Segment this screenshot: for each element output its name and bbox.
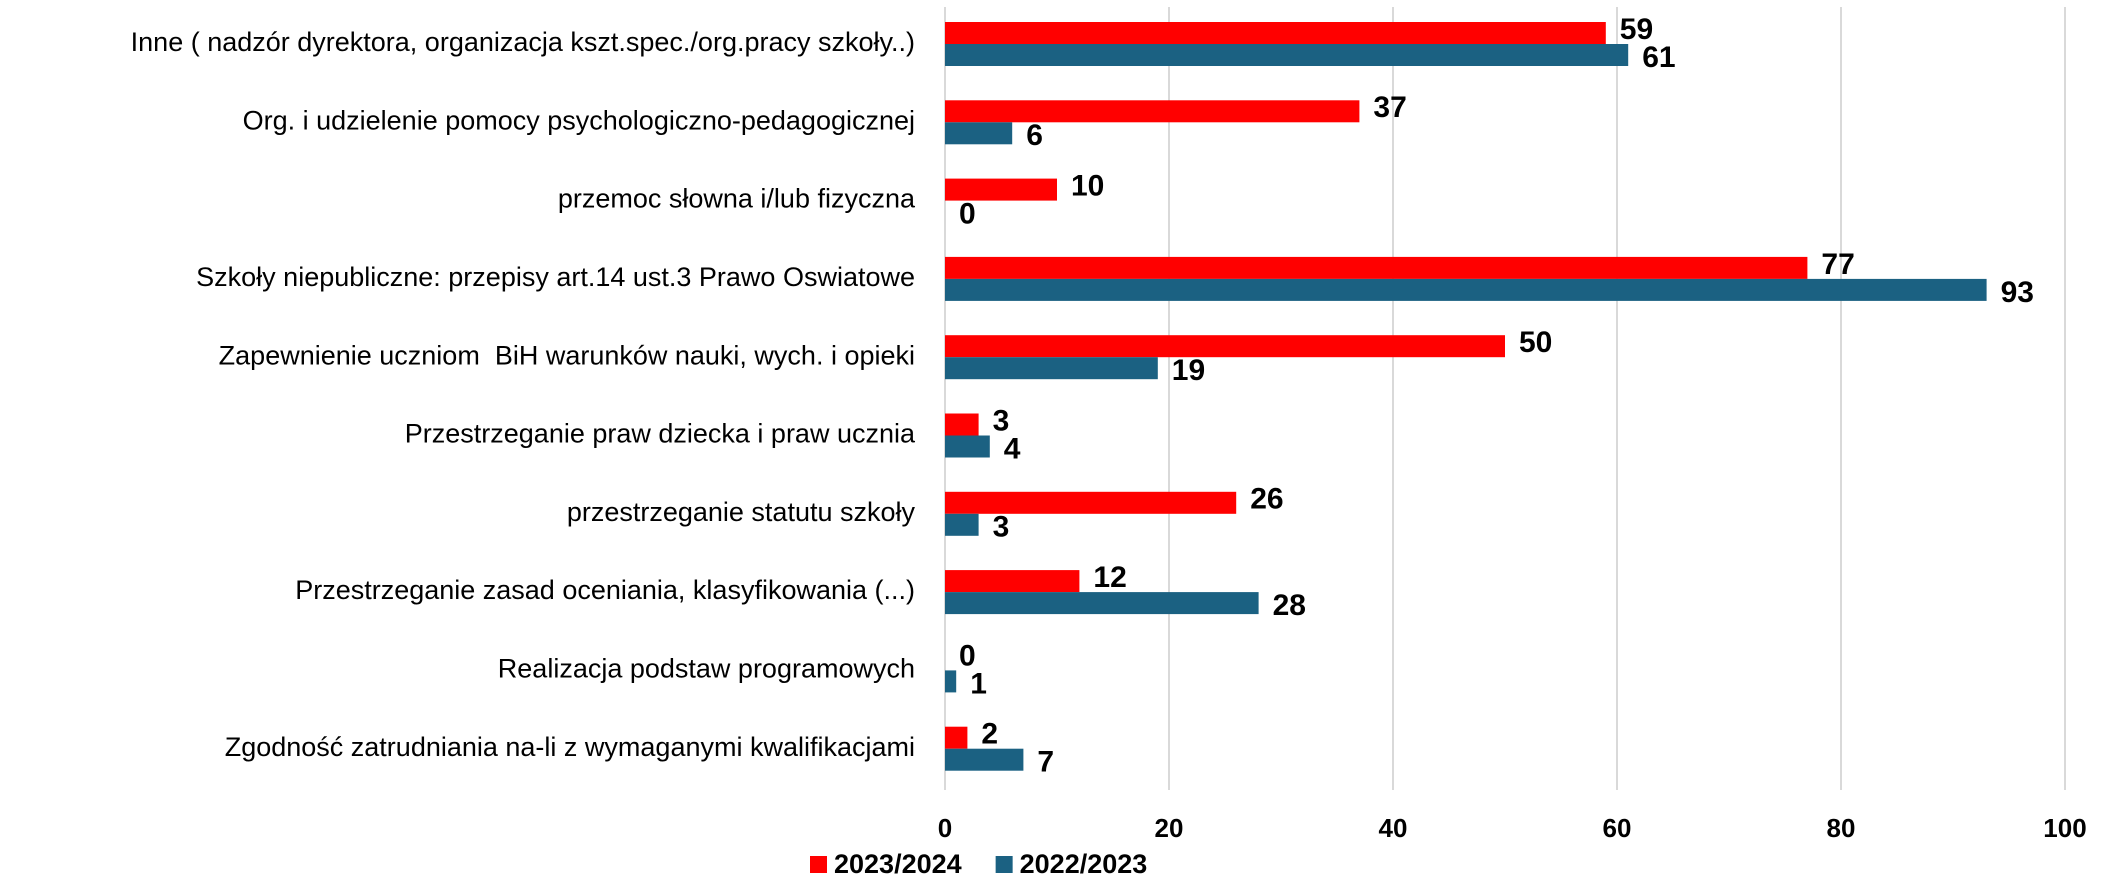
bar — [945, 748, 1024, 771]
data-label: 19 — [1172, 354, 1205, 387]
category-label: Zapewnienie uczniom BiH warunków nauki, … — [219, 340, 915, 370]
data-label: 77 — [1821, 248, 1854, 281]
data-label: 0 — [959, 198, 976, 231]
data-label: 28 — [1273, 589, 1306, 622]
data-label: 59 — [1620, 13, 1653, 46]
legend-label: 2023/2024 — [834, 849, 962, 878]
bar — [945, 357, 1158, 380]
category-label: przemoc słowna i/lub fizyczna — [558, 184, 916, 214]
category-label: Przestrzeganie zasad oceniania, klasyfik… — [295, 575, 915, 605]
data-label: 1 — [970, 667, 987, 700]
bar — [945, 592, 1259, 615]
bar — [945, 670, 957, 693]
bar — [945, 491, 1237, 514]
data-label: 6 — [1026, 119, 1043, 152]
x-tick-label: 60 — [1603, 813, 1632, 843]
data-label: 37 — [1373, 91, 1406, 124]
bar — [945, 570, 1080, 593]
bar — [945, 278, 1987, 301]
bar — [945, 100, 1360, 123]
data-label: 3 — [993, 404, 1010, 437]
x-tick-label: 100 — [2043, 813, 2086, 843]
legend-swatch — [995, 856, 1013, 873]
x-tick-label: 0 — [938, 813, 952, 843]
category-label: Szkoły niepubliczne: przepisy art.14 ust… — [196, 262, 915, 292]
bar — [945, 256, 1808, 279]
data-label: 10 — [1071, 170, 1104, 203]
legend-label: 2022/2023 — [1020, 849, 1148, 878]
data-label: 3 — [993, 511, 1010, 544]
bar — [945, 513, 979, 536]
x-tick-label: 20 — [1155, 813, 1184, 843]
category-label: Zgodność zatrudniania na-li z wymaganymi… — [225, 732, 915, 762]
category-label: przestrzeganie statutu szkoły — [567, 497, 916, 527]
bar — [945, 726, 968, 749]
bar — [945, 335, 1505, 358]
category-label: Inne ( nadzór dyrektora, organizacja ksz… — [131, 27, 915, 57]
category-label: Org. i udzielenie pomocy psychologiczno-… — [243, 105, 915, 135]
bar — [945, 44, 1629, 66]
data-label: 4 — [1004, 432, 1021, 465]
legend-swatch — [810, 856, 827, 873]
bar — [945, 413, 979, 436]
data-label: 7 — [1037, 746, 1054, 779]
data-label: 26 — [1250, 483, 1283, 516]
bar — [945, 178, 1057, 201]
bar — [945, 22, 1606, 44]
data-label: 93 — [2001, 276, 2034, 309]
category-label: Realizacja podstaw programowych — [498, 654, 915, 684]
x-tick-label: 40 — [1379, 813, 1408, 843]
bar — [945, 435, 990, 458]
bar — [945, 122, 1013, 145]
x-tick-label: 80 — [1827, 813, 1856, 843]
category-label: Przestrzeganie praw dziecka i praw uczni… — [405, 419, 916, 449]
data-label: 12 — [1093, 561, 1126, 594]
data-label: 2 — [981, 718, 998, 751]
data-label: 61 — [1642, 41, 1675, 74]
data-label: 0 — [959, 639, 976, 672]
data-label: 50 — [1519, 326, 1552, 359]
